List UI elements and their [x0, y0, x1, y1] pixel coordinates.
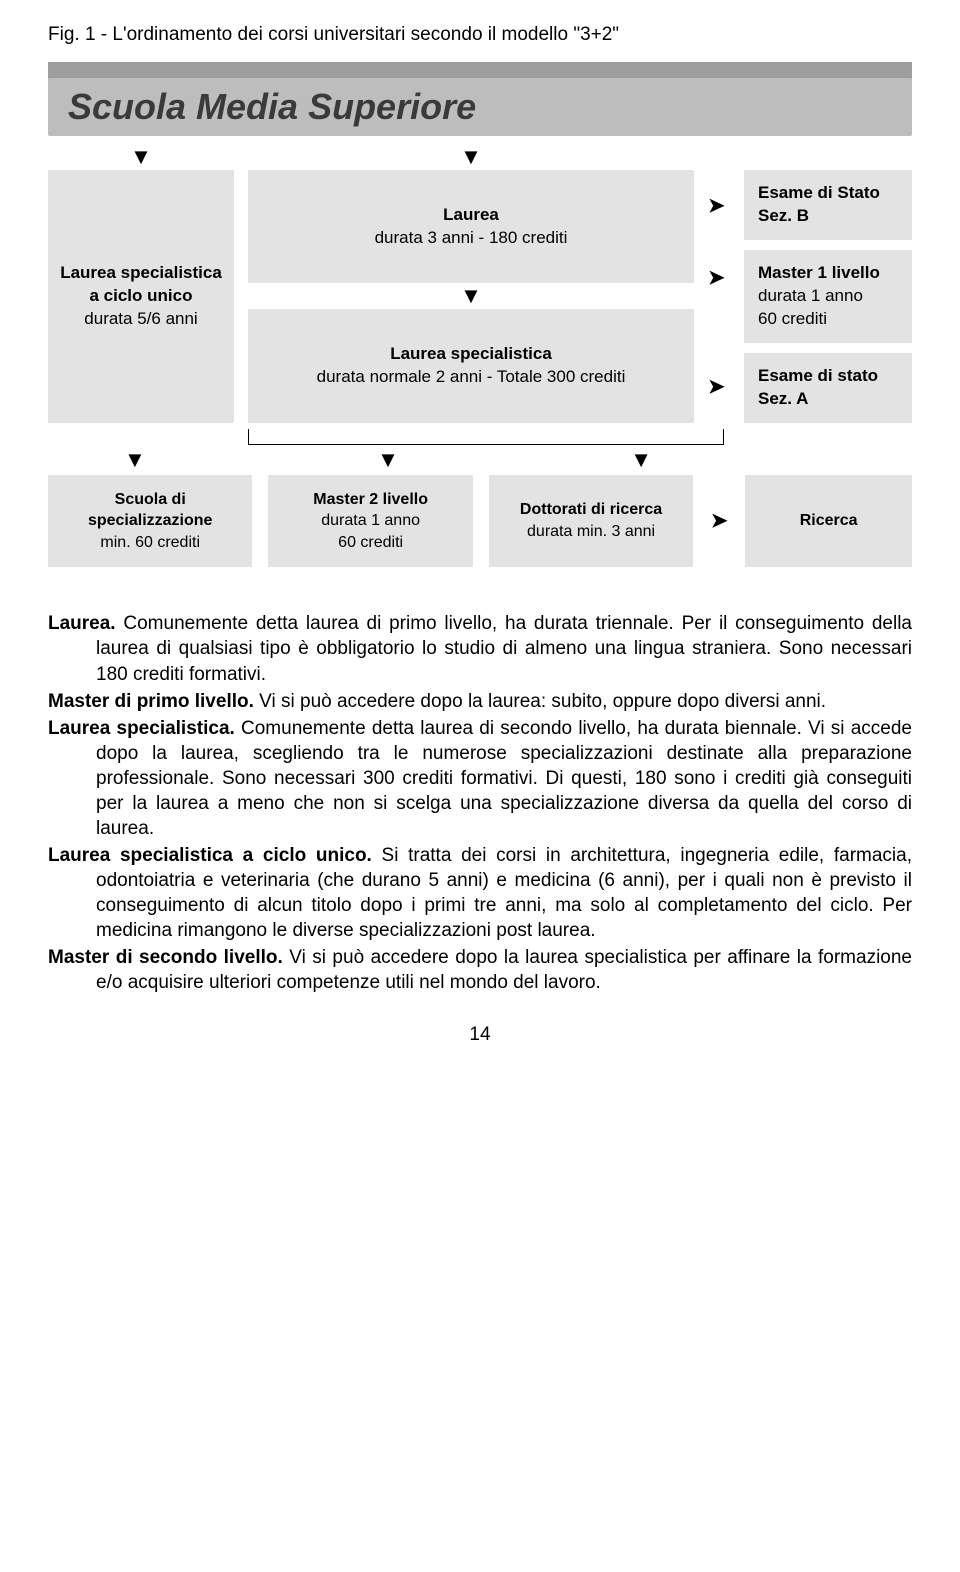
- definition-item: Laurea specialistica. Comunemente detta …: [48, 716, 912, 841]
- figure-number: Fig. 1 -: [48, 24, 112, 45]
- page-number: 14: [48, 1024, 912, 1046]
- diagram-banner: Scuola Media Superiore: [48, 78, 912, 136]
- box-line: Sez. A: [758, 388, 902, 411]
- box-line: Scuola di: [56, 489, 244, 511]
- definition-text: Vi si può accedere dopo la laurea: subit…: [254, 691, 826, 712]
- box-line: Laurea specialistica: [58, 262, 224, 285]
- definition-text: Comunemente detta laurea di primo livell…: [96, 613, 912, 684]
- term: Laurea specialistica.: [48, 718, 235, 739]
- arrow-slot: ▼: [248, 283, 694, 309]
- box-line: durata 3 anni - 180 crediti: [258, 227, 684, 250]
- box-line: min. 60 crediti: [56, 532, 244, 554]
- box-laurea-specialistica: Laurea specialistica durata normale 2 an…: [248, 309, 694, 422]
- arrow-column: ➤ ➤ ➤: [708, 170, 730, 423]
- term: Master di primo livello.: [48, 691, 254, 712]
- banner-wrap: Scuola Media Superiore: [48, 62, 912, 136]
- arrow-down-icon: ▼: [460, 146, 482, 168]
- box-line: 60 crediti: [758, 308, 902, 331]
- box-line: specializzazione: [56, 510, 244, 532]
- main-row: Laurea specialistica a ciclo unico durat…: [48, 170, 912, 423]
- box-line: Dottorati di ricerca: [497, 499, 685, 521]
- box-ricerca: Ricerca: [745, 475, 912, 568]
- arrow-right-icon: ➤: [708, 374, 730, 399]
- box-esame-b: Esame di Stato Sez. B: [744, 170, 912, 240]
- box-line: durata 5/6 anni: [58, 308, 224, 331]
- arrow-slot: ▼: [248, 146, 694, 168]
- arrow-row-1: ▼ ▼: [48, 144, 912, 170]
- definition-item: Laurea. Comunemente detta laurea di prim…: [48, 611, 912, 686]
- bottom-row: Scuola di specializzazione min. 60 credi…: [48, 475, 912, 568]
- figure-title: L'ordinamento dei corsi universitari sec…: [112, 24, 619, 45]
- box-master2: Master 2 livello durata 1 anno 60 credit…: [268, 475, 472, 568]
- box-line: durata min. 3 anni: [497, 521, 685, 543]
- box-laurea: Laurea durata 3 anni - 180 crediti: [248, 170, 694, 283]
- box-line: a ciclo unico: [58, 285, 224, 308]
- figure-caption: Fig. 1 - L'ordinamento dei corsi univers…: [48, 24, 912, 46]
- definition-item: Master di primo livello. Vi si può acced…: [48, 689, 912, 714]
- box-line: Ricerca: [753, 510, 904, 532]
- box-line: Sez. B: [758, 205, 902, 228]
- box-master1: Master 1 livello durata 1 anno 60 credit…: [744, 250, 912, 343]
- box-line: durata 1 anno: [758, 285, 902, 308]
- box-line: 60 crediti: [276, 532, 464, 554]
- box-line: durata 1 anno: [276, 510, 464, 532]
- definition-item: Master di secondo livello. Vi si può acc…: [48, 945, 912, 995]
- page: Fig. 1 - L'ordinamento dei corsi univers…: [0, 0, 960, 1082]
- box-dottorati: Dottorati di ricerca durata min. 3 anni: [489, 475, 693, 568]
- tri-arrow-row: ▼ ▼ ▼: [108, 445, 668, 473]
- box-line: Master 1 livello: [758, 262, 902, 285]
- box-line: Master 2 livello: [276, 489, 464, 511]
- term: Laurea specialistica a ciclo unico.: [48, 845, 372, 866]
- arrow-down-icon: ▼: [124, 449, 146, 471]
- arrow-down-icon: ▼: [130, 146, 152, 168]
- definition-item: Laurea specialistica a ciclo unico. Si t…: [48, 843, 912, 943]
- arrow-right-icon: ➤: [709, 475, 729, 568]
- box-scuola-spec: Scuola di specializzazione min. 60 credi…: [48, 475, 252, 568]
- term: Laurea.: [48, 613, 116, 634]
- box-line: Esame di Stato: [758, 182, 902, 205]
- term: Master di secondo livello.: [48, 947, 283, 968]
- box-laurea-ciclo-unico: Laurea specialistica a ciclo unico durat…: [48, 170, 234, 423]
- arrow-right-icon: ➤: [708, 265, 730, 290]
- box-line: durata normale 2 anni - Totale 300 credi…: [258, 366, 684, 389]
- box-line: Laurea specialistica: [258, 343, 684, 366]
- definitions: Laurea. Comunemente detta laurea di prim…: [48, 611, 912, 995]
- box-esame-a: Esame di stato Sez. A: [744, 353, 912, 423]
- bracket-icon: [248, 429, 724, 445]
- bracket-wrap: [248, 429, 724, 445]
- arrow-down-icon: ▼: [460, 285, 482, 307]
- arrow-down-icon: ▼: [377, 449, 399, 471]
- box-line: Laurea: [258, 204, 684, 227]
- arrow-slot: ▼: [48, 146, 234, 168]
- right-column: Esame di Stato Sez. B Master 1 livello d…: [744, 170, 912, 423]
- arrow-right-icon: ➤: [708, 193, 730, 218]
- middle-column: Laurea durata 3 anni - 180 crediti ▼ Lau…: [248, 170, 694, 423]
- box-line: Esame di stato: [758, 365, 902, 388]
- arrow-down-icon: ▼: [630, 449, 652, 471]
